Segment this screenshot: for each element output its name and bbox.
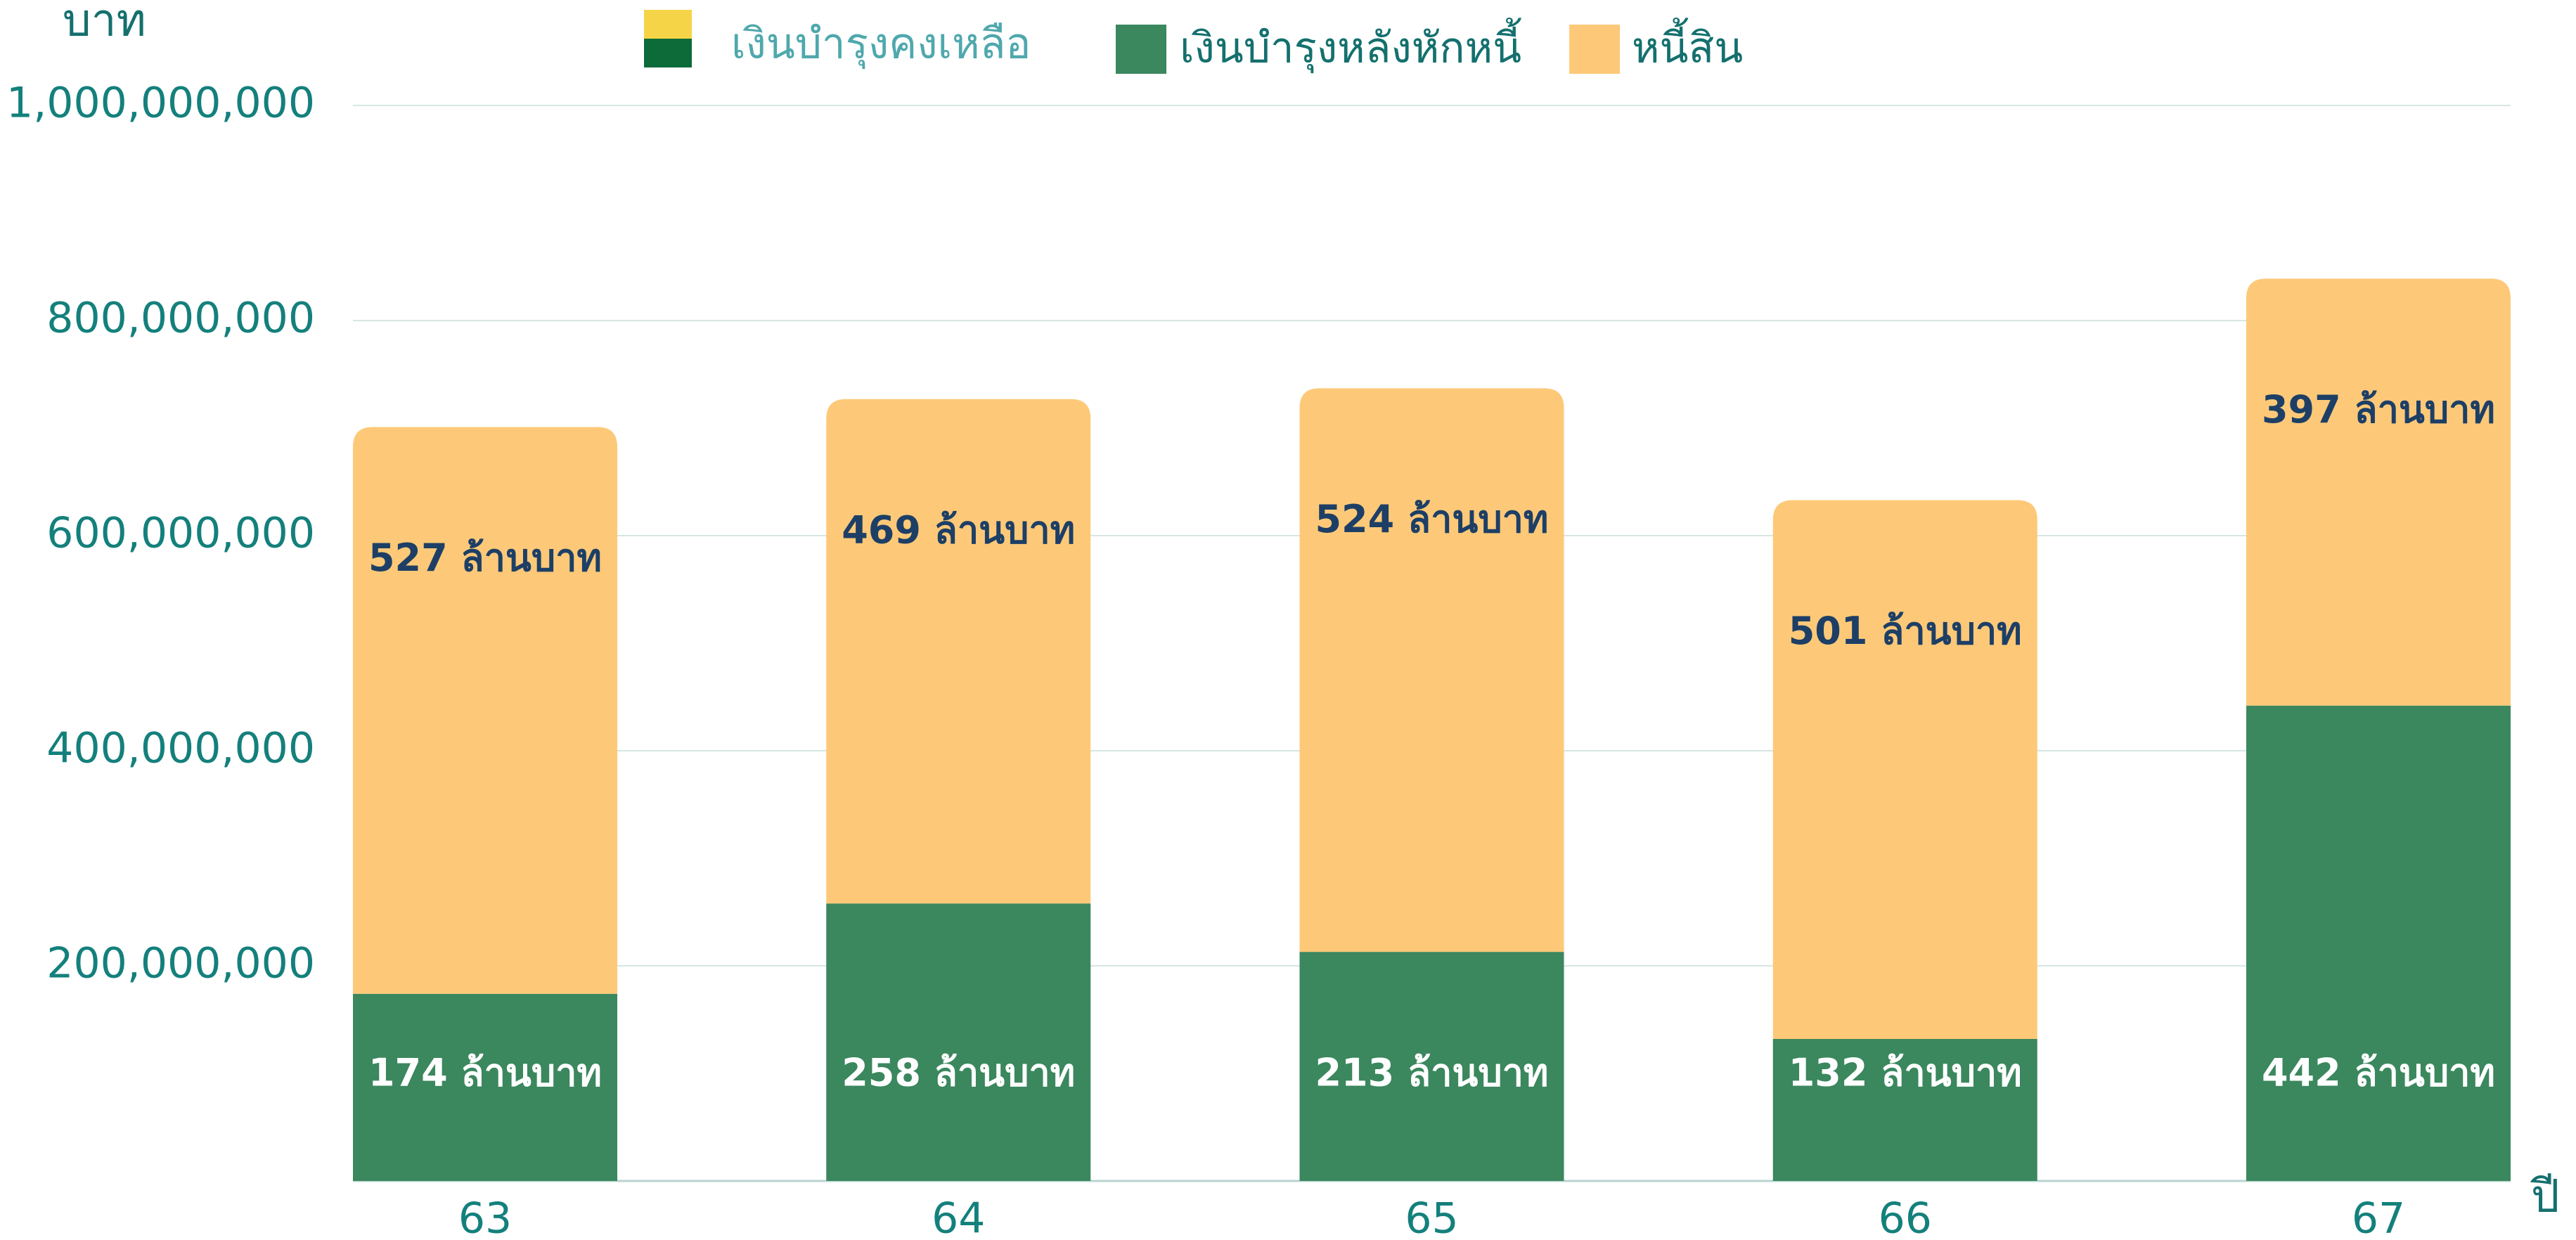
value-label: 213 ล้านบาท: [1315, 1051, 1548, 1095]
value-label: 524 ล้านบาท: [1315, 497, 1548, 541]
x-tick-label: 63: [458, 1194, 512, 1240]
y-tick-label: 800,000,000: [46, 294, 315, 343]
bar-segment: [353, 993, 617, 1181]
x-tick-label: 67: [2352, 1194, 2405, 1240]
bar-segment: [826, 903, 1091, 1181]
legend-swatch: [1569, 25, 1620, 74]
y-axis-label: บาท: [63, 0, 146, 47]
value-label: 527 ล้านบาท: [368, 536, 602, 580]
value-label: 397 ล้านบาท: [2262, 387, 2495, 432]
bar-segment: [2246, 705, 2511, 1181]
x-axis-label: ปี: [2530, 1171, 2559, 1223]
x-tick-label: 64: [932, 1194, 985, 1240]
legend-swatch: [644, 39, 692, 67]
y-tick-label: 600,000,000: [46, 509, 315, 558]
legend-swatch: [1116, 25, 1166, 74]
x-tick-label: 65: [1405, 1194, 1458, 1240]
bar-segment: [2246, 278, 2511, 706]
x-tick-label: 66: [1879, 1194, 1932, 1240]
value-label: 442 ล้านบาท: [2262, 1051, 2495, 1095]
legend-swatch: [644, 10, 692, 39]
bar-segment: [353, 427, 617, 994]
bar-segment: [1299, 952, 1564, 1181]
legend-label: เงินบำรุงหลังหักหนี้: [1180, 18, 1521, 74]
y-tick-label: 400,000,000: [46, 724, 315, 773]
y-tick-label: 1,000,000,000: [6, 79, 315, 128]
bar-segment: [1772, 500, 2037, 1040]
value-label: 469 ล้านบาท: [842, 508, 1075, 552]
legend-label: หนี้สิน: [1632, 18, 1743, 73]
bar-segment: [1772, 1039, 2037, 1181]
bar-segment: [1299, 388, 1564, 952]
value-label: 132 ล้านบาท: [1789, 1051, 2022, 1095]
value-label: 501 ล้านบาท: [1789, 609, 2022, 653]
bar-segment: [826, 399, 1091, 904]
value-label: 174 ล้านบาท: [368, 1051, 602, 1095]
y-tick-label: 200,000,000: [46, 939, 315, 988]
value-label: 258 ล้านบาท: [842, 1051, 1075, 1095]
legend-label: เงินบำรุงคงเหลือ: [731, 20, 1031, 70]
